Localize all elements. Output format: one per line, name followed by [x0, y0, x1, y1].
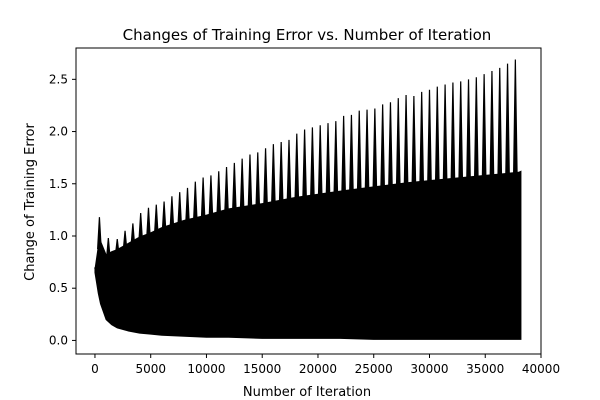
- x-tick-label: 30000: [410, 362, 448, 376]
- x-axis-label: Number of Iteration: [243, 385, 371, 400]
- spike-mark: [130, 223, 136, 247]
- spike-mark: [380, 104, 386, 192]
- x-tick-label: 15000: [243, 362, 281, 376]
- plot-frame: [75, 47, 542, 355]
- x-tick-label: 35000: [466, 362, 504, 376]
- spike-mark: [270, 144, 276, 207]
- spike-mark: [294, 133, 300, 203]
- spike-mark: [427, 89, 432, 186]
- spike-mark: [192, 181, 198, 223]
- x-tick-label: 5000: [135, 362, 166, 376]
- spike-mark: [481, 74, 487, 181]
- x-tick-label: 25000: [355, 362, 393, 376]
- spike-mark: [302, 129, 307, 202]
- spike-mark: [239, 158, 245, 212]
- spike-mark: [395, 98, 401, 190]
- spike-mark: [97, 217, 102, 250]
- spike-mark: [497, 67, 503, 180]
- chart-title: Changes of Training Error vs. Number of …: [123, 26, 492, 44]
- spike-mark: [310, 127, 315, 201]
- spike-mark: [419, 91, 425, 187]
- series-start: [94, 266, 100, 277]
- spike-mark: [247, 154, 253, 211]
- plot-area: [94, 59, 522, 340]
- spike-mark: [325, 123, 331, 199]
- x-tick-label: 10000: [187, 362, 225, 376]
- spike-mark: [208, 175, 214, 220]
- spike-mark: [450, 82, 456, 184]
- spike-mark: [105, 238, 111, 259]
- spike-mark: [505, 63, 510, 179]
- spike-mark: [263, 148, 268, 209]
- spike-mark: [286, 139, 292, 204]
- spike-mark: [224, 167, 229, 215]
- spike-mark: [411, 96, 417, 188]
- spike-mark: [114, 239, 120, 255]
- spike-mark: [388, 102, 393, 191]
- spike-mark: [169, 196, 175, 230]
- spike-mark: [372, 108, 378, 192]
- x-tick-label: 0: [91, 362, 99, 376]
- y-tick-label: 0.5: [49, 281, 68, 295]
- spike-mark: [278, 141, 284, 206]
- spike-mark: [122, 230, 128, 251]
- y-tick-label: 0.0: [49, 333, 68, 347]
- spike-mark: [349, 114, 354, 195]
- spike-mark: [489, 70, 495, 181]
- y-tick-label: 2.5: [49, 72, 68, 86]
- spike-mark: [146, 207, 151, 239]
- spike-mark: [231, 162, 237, 214]
- spike-mark: [466, 79, 471, 183]
- spike-mark: [161, 201, 167, 233]
- spike-mark: [200, 177, 206, 222]
- spike-mark: [177, 192, 183, 228]
- spike-mark: [403, 94, 409, 189]
- spike-mark: [364, 109, 370, 193]
- x-tick-label: 40000: [522, 362, 560, 376]
- spike-mark: [341, 115, 347, 196]
- y-tick-label: 1.5: [49, 177, 68, 191]
- spike-mark: [512, 59, 518, 178]
- y-tick-label: 2.0: [49, 125, 68, 139]
- x-tick-label: 20000: [299, 362, 337, 376]
- spike-mark: [138, 212, 144, 242]
- spike-mark: [473, 77, 479, 182]
- spike-mark: [442, 84, 448, 185]
- spike-mark: [185, 187, 190, 225]
- spike-mark: [333, 121, 339, 197]
- series-band: [94, 170, 522, 340]
- axis-ticks: 0 5000 10000 15000 20000 25000 30000 35000 40000…: [49, 72, 560, 376]
- spike-mark: [317, 125, 323, 200]
- y-tick-label: 1.0: [49, 229, 68, 243]
- spike-mark: [216, 171, 222, 217]
- spike-mark: [255, 152, 261, 210]
- spike-mark: [458, 81, 464, 183]
- spike-mark: [434, 86, 440, 186]
- spike-mark: [356, 110, 362, 194]
- y-axis-label: Change of Training Error: [23, 123, 38, 281]
- spike-mark: [153, 204, 159, 236]
